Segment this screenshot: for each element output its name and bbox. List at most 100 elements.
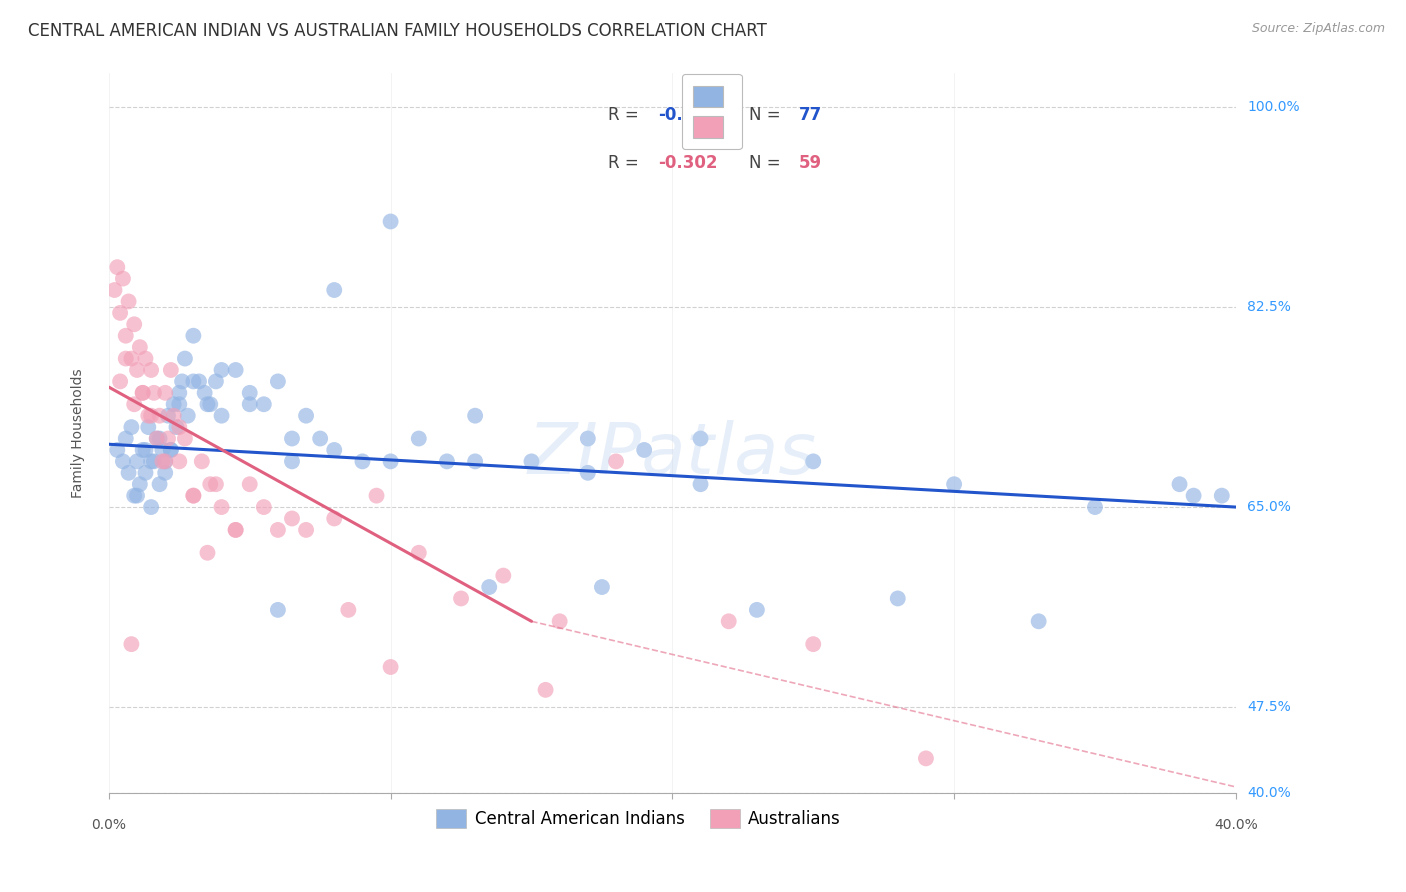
Point xyxy=(125,489,148,503)
Text: -0.158: -0.158 xyxy=(658,106,717,124)
Point xyxy=(160,442,183,457)
Point xyxy=(717,615,740,629)
Point xyxy=(225,523,247,537)
Point xyxy=(139,409,162,423)
Point xyxy=(128,477,150,491)
Point xyxy=(117,294,139,309)
Point xyxy=(380,454,402,468)
Point xyxy=(148,432,170,446)
Point xyxy=(281,454,304,468)
Point xyxy=(253,500,276,514)
Point xyxy=(887,591,910,606)
Point xyxy=(153,385,176,400)
Point xyxy=(169,454,191,468)
Point xyxy=(157,432,180,446)
Point xyxy=(120,637,142,651)
Point xyxy=(534,682,557,697)
Point xyxy=(576,432,599,446)
Point xyxy=(191,454,214,468)
Point xyxy=(801,637,824,651)
Point xyxy=(150,442,173,457)
Point xyxy=(169,397,191,411)
Text: -0.302: -0.302 xyxy=(658,154,717,172)
Point xyxy=(253,397,276,411)
Point xyxy=(211,500,233,514)
Point xyxy=(157,409,180,423)
Point xyxy=(239,477,262,491)
Point xyxy=(128,340,150,354)
Point xyxy=(1168,477,1191,491)
Point xyxy=(111,271,134,285)
Point xyxy=(174,432,197,446)
Point xyxy=(281,432,304,446)
Point xyxy=(548,615,571,629)
Text: 47.5%: 47.5% xyxy=(1247,700,1291,714)
Point xyxy=(267,523,290,537)
Point xyxy=(689,432,711,446)
Text: N =: N = xyxy=(749,106,780,124)
Point xyxy=(139,454,162,468)
Point xyxy=(239,385,262,400)
Point xyxy=(145,432,167,446)
Point xyxy=(323,511,346,525)
Point xyxy=(239,397,262,411)
Point xyxy=(605,454,627,468)
Point xyxy=(117,466,139,480)
Point xyxy=(163,409,186,423)
Point xyxy=(464,454,486,468)
Text: CENTRAL AMERICAN INDIAN VS AUSTRALIAN FAMILY HOUSEHOLDS CORRELATION CHART: CENTRAL AMERICAN INDIAN VS AUSTRALIAN FA… xyxy=(28,22,768,40)
Point xyxy=(131,442,153,457)
Text: Source: ZipAtlas.com: Source: ZipAtlas.com xyxy=(1251,22,1385,36)
Point xyxy=(200,477,222,491)
Point xyxy=(105,442,128,457)
Point xyxy=(205,477,228,491)
Point xyxy=(183,328,205,343)
Point xyxy=(450,591,472,606)
Text: 40.0%: 40.0% xyxy=(1213,818,1258,831)
Point xyxy=(295,523,318,537)
Point xyxy=(211,409,233,423)
Point xyxy=(915,751,938,765)
Point xyxy=(197,397,219,411)
Point xyxy=(309,432,332,446)
Point xyxy=(464,409,486,423)
Point xyxy=(633,442,655,457)
Point xyxy=(281,511,304,525)
Point xyxy=(436,454,458,468)
Point xyxy=(200,397,222,411)
Point xyxy=(352,454,374,468)
Y-axis label: Family Households: Family Households xyxy=(72,368,86,498)
Point xyxy=(111,454,134,468)
Text: 40.0%: 40.0% xyxy=(1247,786,1291,799)
Point xyxy=(520,454,543,468)
Point xyxy=(136,420,159,434)
Point xyxy=(142,454,165,468)
Point xyxy=(188,375,211,389)
Point xyxy=(211,363,233,377)
Point xyxy=(148,477,170,491)
Point xyxy=(120,351,142,366)
Point xyxy=(337,603,360,617)
Point xyxy=(380,660,402,674)
Point xyxy=(380,214,402,228)
Point xyxy=(408,546,430,560)
Point xyxy=(174,351,197,366)
Point xyxy=(1028,615,1050,629)
Point xyxy=(160,442,183,457)
Text: R =: R = xyxy=(609,154,638,172)
Point xyxy=(323,442,346,457)
Point xyxy=(114,328,136,343)
Text: R =: R = xyxy=(609,106,638,124)
Point xyxy=(1211,489,1233,503)
Point xyxy=(136,409,159,423)
Point xyxy=(205,375,228,389)
Point xyxy=(169,385,191,400)
Text: 82.5%: 82.5% xyxy=(1247,301,1291,314)
Point xyxy=(134,442,156,457)
Point xyxy=(122,318,145,332)
Point xyxy=(183,375,205,389)
Point xyxy=(153,454,176,468)
Point xyxy=(943,477,966,491)
Point xyxy=(295,409,318,423)
Point xyxy=(225,523,247,537)
